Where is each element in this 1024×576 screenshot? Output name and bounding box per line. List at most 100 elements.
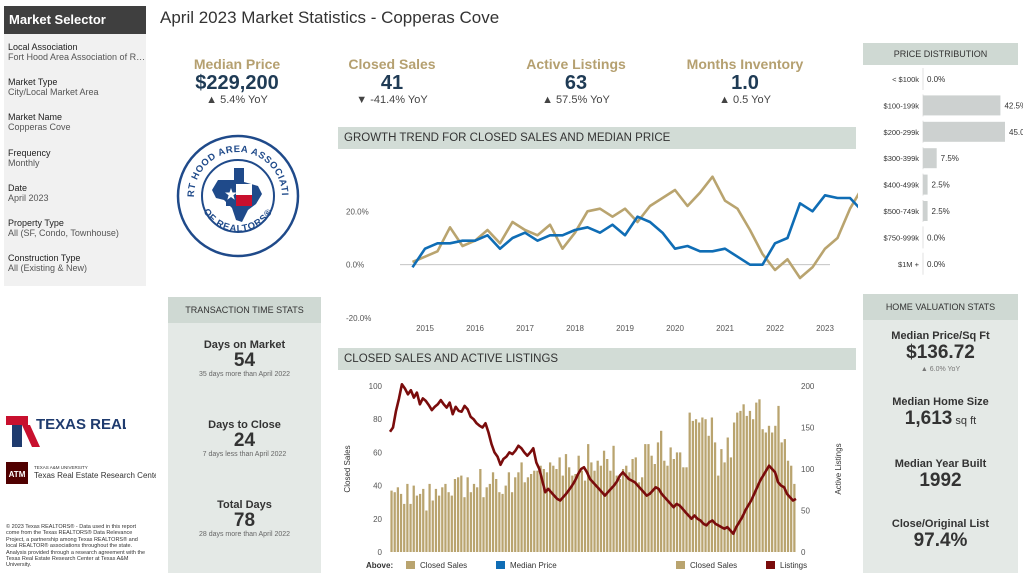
price-band-value: 7.5% bbox=[941, 154, 959, 163]
trend-x-tick: 2017 bbox=[516, 324, 534, 333]
price-distribution-heading: PRICE DISTRIBUTION bbox=[863, 43, 1018, 65]
valuation-note: ▲ 6.0% YoY bbox=[920, 366, 961, 373]
closed-sales-bar bbox=[399, 493, 403, 552]
closed-sales-bar bbox=[742, 404, 745, 552]
texas-realtors-logo: TEXAS REALTORS bbox=[6, 412, 171, 448]
closed-sales-bar bbox=[542, 469, 545, 552]
kpi-change: ▲ 0.5 YoY bbox=[719, 94, 771, 106]
closed-sales-bar bbox=[403, 503, 406, 552]
bars-y-tick: 100 bbox=[369, 382, 383, 391]
tamu-logo: ATM TEXAS A&M UNIVERSITY Texas Real Esta… bbox=[6, 462, 162, 486]
filter-label: Local Association bbox=[8, 42, 78, 52]
closed-sales-bar bbox=[437, 495, 441, 552]
closed-sales-bar bbox=[644, 444, 647, 552]
closed-sales-bar bbox=[625, 465, 628, 552]
closed-sales-bar bbox=[428, 483, 431, 552]
trend-x-tick: 2022 bbox=[766, 324, 784, 333]
kpi-label: Closed Sales bbox=[348, 56, 436, 72]
closed-sales-bar bbox=[590, 462, 593, 552]
filter-frequency[interactable]: Frequency Monthly bbox=[8, 148, 146, 168]
closed-sales-bar bbox=[647, 444, 650, 552]
filter-date[interactable]: Date April 2023 bbox=[8, 183, 146, 203]
kpi-change: ▼ -41.4% YoY bbox=[356, 94, 428, 106]
bars-y2-label: Active Listings bbox=[834, 443, 843, 494]
price-band-label: $1M + bbox=[898, 260, 920, 269]
tamu-center-text: Texas Real Estate Research Center bbox=[34, 471, 156, 480]
filter-property-type[interactable]: Property Type All (SF, Condo, Townhouse) bbox=[8, 218, 146, 238]
kpi-median-price: Median Price $229,200 ▲ 5.4% YoY bbox=[157, 56, 317, 106]
closed-sales-bar bbox=[729, 457, 733, 552]
closed-sales-bar bbox=[736, 412, 739, 552]
stat-value: 24 bbox=[233, 430, 256, 451]
filter-local-association[interactable]: Local Association Fort Hood Area Associat… bbox=[8, 42, 146, 62]
filter-market-name[interactable]: Market Name Copperas Cove bbox=[8, 112, 146, 132]
closed-sales-bar bbox=[561, 475, 564, 552]
legend-swatch bbox=[406, 561, 415, 569]
closed-sales-bar bbox=[418, 493, 422, 552]
price-band-bar bbox=[923, 174, 928, 195]
bars-y-tick: 0 bbox=[378, 548, 383, 557]
filter-construction-type[interactable]: Construction Type All (Existing & New) bbox=[8, 253, 146, 273]
stat-days-to-close: Days to Close 24 7 days less than April 20… bbox=[168, 419, 321, 458]
closed-sales-bar bbox=[726, 437, 729, 552]
closed-sales-bar bbox=[434, 488, 438, 552]
closed-sales-bar bbox=[457, 477, 460, 552]
closed-sales-bar bbox=[634, 457, 637, 552]
kpi-label: Active Listings bbox=[526, 56, 626, 72]
closed-sales-bar bbox=[615, 475, 618, 552]
closed-sales-bar bbox=[453, 479, 457, 552]
closed-sales-bar bbox=[495, 479, 498, 552]
texas-realtors-text: TEXAS REALTORS bbox=[36, 416, 126, 433]
closed-sales-bar bbox=[498, 492, 501, 552]
legend-prefix: Above: bbox=[366, 561, 393, 570]
valuation-label: Median Year Built bbox=[894, 458, 987, 470]
bars-y2-tick: 150 bbox=[801, 424, 815, 433]
closed-sales-bar bbox=[558, 457, 561, 552]
closed-sales-bar bbox=[501, 493, 504, 552]
transaction-stats-panel: Days on Market 54 35 days more than April … bbox=[168, 323, 321, 573]
bars-y-label: Closed Sales bbox=[343, 445, 352, 492]
closed-sales-bar bbox=[602, 450, 606, 552]
disclaimer-text: © 2023 Texas REALTORS® - Data used in th… bbox=[6, 524, 146, 569]
closed-sales-bar bbox=[577, 455, 580, 552]
filter-value: Fort Hood Area Association of RE.. bbox=[8, 52, 146, 62]
closed-sales-bar bbox=[390, 490, 393, 552]
closed-sales-bar bbox=[523, 482, 526, 552]
valuation-label: Close/Original List bbox=[891, 518, 990, 530]
tamu-small-text: TEXAS A&M UNIVERSITY bbox=[34, 465, 88, 470]
closed-sales-bar bbox=[755, 402, 758, 552]
closed-sales-bar bbox=[637, 482, 641, 552]
closed-sales-bar bbox=[441, 487, 444, 552]
closed-sales-bar bbox=[679, 452, 682, 552]
closed-sales-bar bbox=[612, 445, 615, 552]
price-band-bar bbox=[923, 148, 937, 169]
legend-swatch bbox=[676, 561, 685, 569]
star-icon bbox=[225, 188, 237, 200]
closed-sales-bar bbox=[780, 442, 783, 552]
page-title: April 2023 Market Statistics - Copperas … bbox=[160, 8, 500, 27]
filter-value: City/Local Market Area bbox=[8, 87, 99, 97]
closed-sales-bar bbox=[656, 442, 660, 552]
growth-trend-chart: 20.0% 0.0% -20.0% 2015 2016 2017 2018 2019 2020 2… bbox=[346, 175, 858, 333]
transaction-stats-heading: TRANSACTION TIME STATS bbox=[168, 297, 321, 323]
closed-sales-bar bbox=[533, 470, 536, 552]
closed-sales-bar bbox=[580, 470, 583, 552]
price-band-label: $100-199k bbox=[884, 101, 920, 110]
closed-sales-bar bbox=[609, 470, 612, 552]
closed-sales-bar bbox=[409, 503, 412, 552]
legend-swatch bbox=[496, 561, 505, 569]
closed-sales-bar bbox=[539, 465, 542, 552]
closed-sales-bar bbox=[507, 472, 511, 552]
stat-note: 7 days less than April 2022 bbox=[202, 451, 287, 458]
trend-x-tick: 2019 bbox=[616, 324, 634, 333]
closed-sales-bar bbox=[431, 500, 434, 552]
closed-sales-bar bbox=[488, 483, 491, 552]
valuation-home-size: Median Home Size 1,613 sq ft bbox=[863, 396, 1018, 432]
trend-x-tick: 2015 bbox=[416, 324, 434, 333]
price-band-value: 0.0% bbox=[927, 260, 945, 269]
closed-sales-bar bbox=[767, 425, 771, 552]
closed-sales-bar bbox=[504, 485, 507, 552]
closed-sales-bar bbox=[444, 483, 447, 552]
closed-sales-bar bbox=[593, 470, 596, 552]
filter-market-type[interactable]: Market Type City/Local Market Area bbox=[8, 77, 146, 97]
